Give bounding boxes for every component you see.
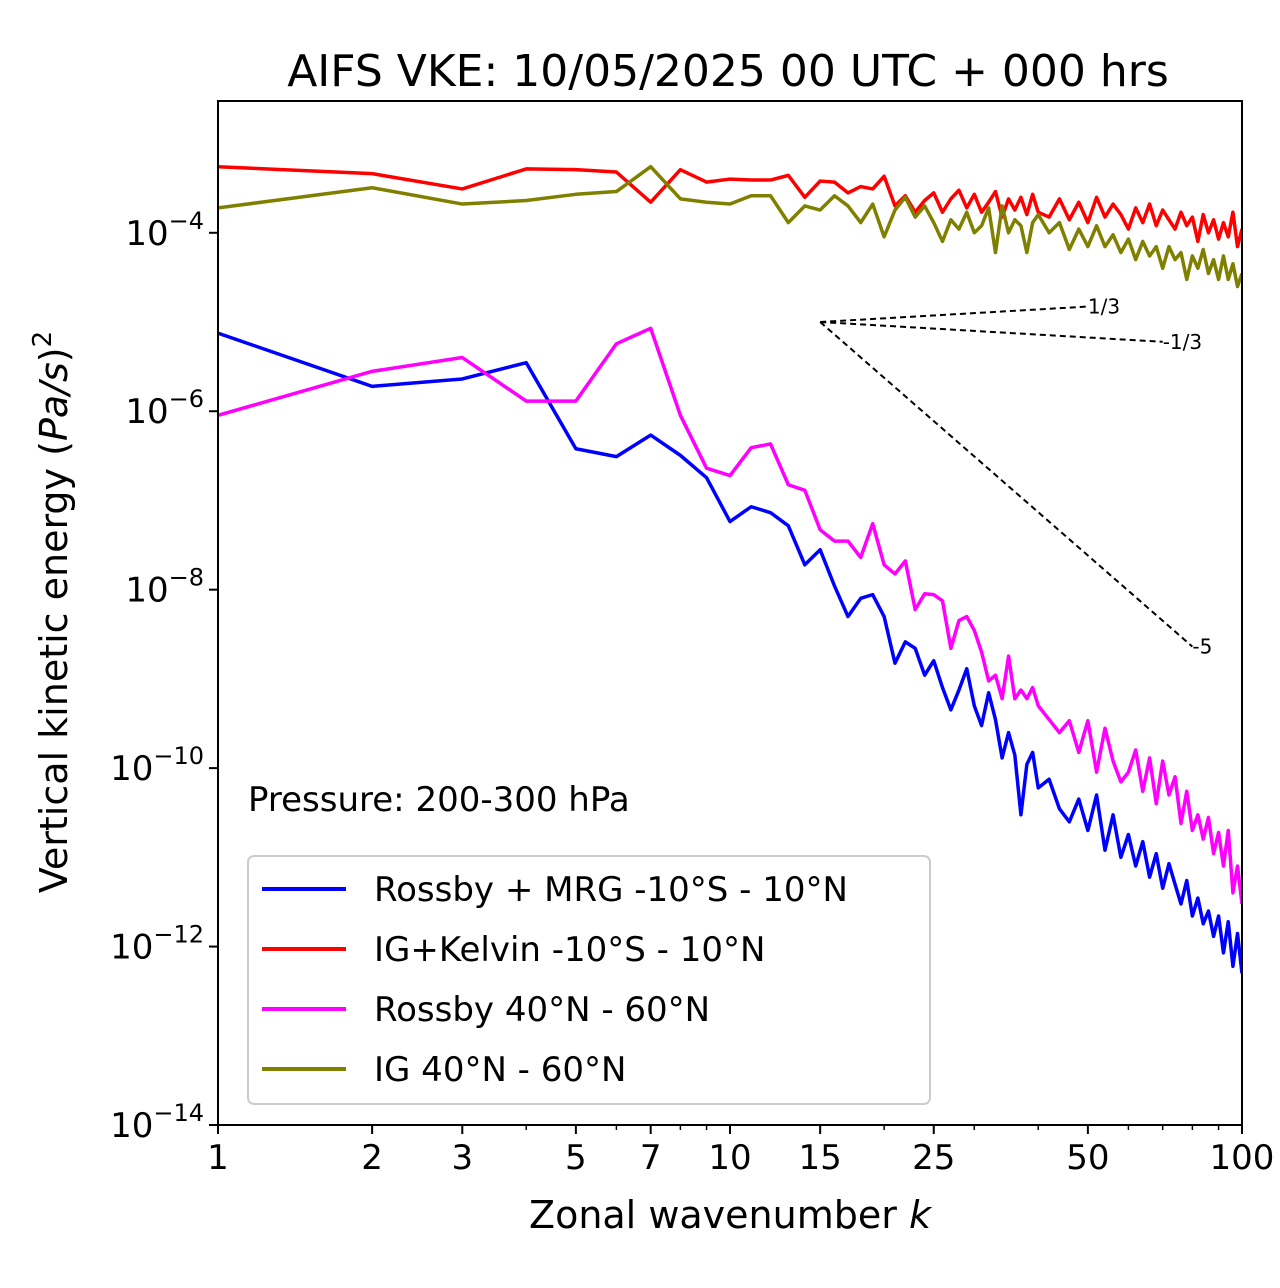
legend-box: [247, 855, 931, 1105]
x-tick-label: 100: [1210, 1138, 1275, 1178]
reference-line-3: [819, 321, 1194, 648]
reference-line-2: [820, 321, 1163, 343]
x-tick-label: 15: [799, 1138, 842, 1178]
x-tick-label: 10: [708, 1138, 751, 1178]
y-axis-label: Vertical kinetic energy (Pa/s)2: [28, 331, 76, 893]
y-tick-label: 10−12: [110, 921, 204, 968]
x-tick-label: 2: [361, 1138, 383, 1178]
x-tick-label: 50: [1066, 1138, 1109, 1178]
x-tick-label: 7: [640, 1138, 662, 1178]
y-tick-label: 10−6: [125, 385, 204, 432]
reference-line-label: -5: [1192, 635, 1212, 659]
series-line-1: [218, 331, 1242, 974]
x-tick-label: 5: [565, 1138, 587, 1178]
reference-line-1: [820, 305, 1088, 324]
legend-label: IG 40°N - 60°N: [374, 1050, 626, 1090]
y-tick-label: 10−4: [125, 207, 204, 254]
x-tick-label: 3: [451, 1138, 473, 1178]
y-tick-label: 10−8: [125, 564, 204, 611]
x-tick-label: 1: [207, 1138, 229, 1178]
reference-lines: 1/3 -1/3 -5: [819, 295, 1212, 659]
series-line-3: [218, 326, 1242, 905]
plot-frame: [217, 100, 1243, 1126]
legend-label: Rossby + MRG -10°S - 10°N: [374, 870, 848, 910]
legend: Rossby + MRG -10°S - 10°N IG+Kelvin -10°S…: [247, 855, 931, 1105]
y-tick-label: 10−10: [110, 742, 204, 789]
x-axis-label: Zonal wavenumber k: [529, 1193, 933, 1237]
reference-line-label: -1/3: [1163, 330, 1202, 354]
reference-line-label: 1/3: [1088, 295, 1120, 319]
series-line-4: [218, 164, 1242, 289]
series-line-2: [218, 164, 1242, 249]
y-axis-ticks: 10−4 10−6 10−8 10−10 10−12 10−14: [110, 207, 218, 1146]
chart-title: AIFS VKE: 10/05/2025 00 UTC + 000 hrs: [287, 46, 1169, 97]
pressure-annotation: Pressure: 200-300 hPa: [248, 780, 630, 820]
series-layer: [218, 164, 1242, 974]
y-tick-label: 10−14: [110, 1099, 204, 1146]
x-axis-ticks: 1 2 3 5 7 10 15 25 50 100: [207, 1125, 1274, 1178]
legend-label: Rossby 40°N - 60°N: [374, 990, 710, 1030]
legend-label: IG+Kelvin -10°S - 10°N: [374, 930, 765, 970]
x-tick-label: 25: [912, 1138, 955, 1178]
